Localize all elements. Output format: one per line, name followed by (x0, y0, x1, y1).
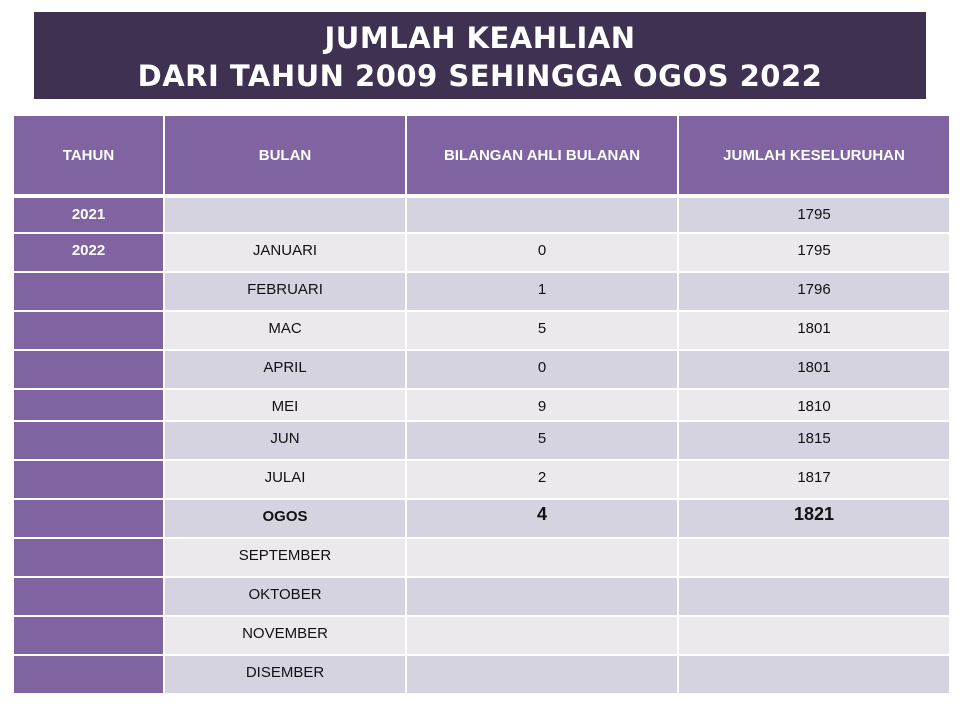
cell-bilangan: 5 (405, 420, 679, 461)
cell-bilangan (405, 537, 679, 578)
table-row: OKTOBER (12, 576, 951, 617)
table-row: JULAI 2 1817 (12, 459, 951, 500)
cell-bilangan: 4 (405, 498, 679, 539)
table-header-row: TAHUN BULAN BILANGAN AHLI BULANAN JUMLAH… (12, 114, 951, 197)
title-line-2: DARI TAHUN 2009 SEHINGGA OGOS 2022 (137, 59, 823, 93)
cell-tahun: 2022 (12, 232, 165, 273)
membership-table: TAHUN BULAN BILANGAN AHLI BULANAN JUMLAH… (12, 114, 951, 695)
cell-jumlah: 1801 (677, 310, 951, 351)
cell-tahun: 2021 (12, 194, 165, 234)
table-row: MAC 5 1801 (12, 310, 951, 351)
cell-bilangan: 9 (405, 388, 679, 422)
cell-bilangan: 1 (405, 271, 679, 312)
cell-jumlah (677, 537, 951, 578)
table-row: 2021 1795 (12, 194, 951, 234)
cell-bilangan: 2 (405, 459, 679, 500)
cell-tahun (12, 271, 165, 312)
cell-bulan: JANUARI (163, 232, 407, 273)
slide-title: JUMLAH KEAHLIAN DARI TAHUN 2009 SEHINGGA… (34, 12, 926, 99)
table-row: JUN 5 1815 (12, 420, 951, 461)
table-row: APRIL 0 1801 (12, 349, 951, 390)
cell-jumlah: 1796 (677, 271, 951, 312)
cell-bilangan: 5 (405, 310, 679, 351)
table-row: FEBRUARI 1 1796 (12, 271, 951, 312)
cell-bulan: OGOS (163, 498, 407, 539)
cell-bulan: MEI (163, 388, 407, 422)
cell-jumlah: 1810 (677, 388, 951, 422)
cell-bulan (163, 194, 407, 234)
cell-tahun (12, 310, 165, 351)
table-row: SEPTEMBER (12, 537, 951, 578)
table-row: 2022 JANUARI 0 1795 (12, 232, 951, 273)
cell-bulan: APRIL (163, 349, 407, 390)
cell-bulan: MAC (163, 310, 407, 351)
cell-bilangan (405, 654, 679, 695)
cell-bulan: JULAI (163, 459, 407, 500)
cell-bulan: DISEMBER (163, 654, 407, 695)
cell-jumlah: 1795 (677, 194, 951, 234)
table-row: MEI 9 1810 (12, 388, 951, 422)
table-row: DISEMBER (12, 654, 951, 695)
cell-bulan: SEPTEMBER (163, 537, 407, 578)
cell-jumlah: 1795 (677, 232, 951, 273)
cell-tahun (12, 576, 165, 617)
cell-bilangan: 0 (405, 232, 679, 273)
cell-jumlah: 1801 (677, 349, 951, 390)
cell-tahun (12, 349, 165, 390)
cell-jumlah: 1821 (677, 498, 951, 539)
cell-bulan: FEBRUARI (163, 271, 407, 312)
cell-bilangan (405, 576, 679, 617)
cell-bilangan (405, 615, 679, 656)
cell-tahun (12, 498, 165, 539)
cell-tahun (12, 388, 165, 422)
cell-tahun (12, 615, 165, 656)
header-bulan: BULAN (163, 114, 407, 197)
table-row: NOVEMBER (12, 615, 951, 656)
cell-jumlah (677, 576, 951, 617)
cell-jumlah: 1815 (677, 420, 951, 461)
cell-tahun (12, 654, 165, 695)
cell-bulan: NOVEMBER (163, 615, 407, 656)
cell-bilangan (405, 194, 679, 234)
title-line-1: JUMLAH KEAHLIAN (324, 21, 636, 55)
cell-jumlah: 1817 (677, 459, 951, 500)
cell-tahun (12, 537, 165, 578)
cell-tahun (12, 420, 165, 461)
header-bilangan: BILANGAN AHLI BULANAN (405, 114, 679, 197)
header-jumlah: JUMLAH KESELURUHAN (677, 114, 951, 197)
cell-tahun (12, 459, 165, 500)
cell-bulan: JUN (163, 420, 407, 461)
cell-jumlah (677, 654, 951, 695)
table-row-current: OGOS 4 1821 (12, 498, 951, 539)
cell-bilangan: 0 (405, 349, 679, 390)
cell-bulan: OKTOBER (163, 576, 407, 617)
cell-jumlah (677, 615, 951, 656)
header-tahun: TAHUN (12, 114, 165, 197)
